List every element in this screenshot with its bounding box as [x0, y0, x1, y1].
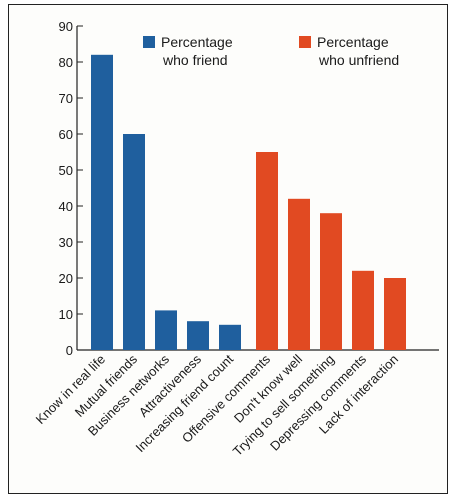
- legend-label: who friend: [162, 52, 228, 68]
- bar: [91, 54, 113, 351]
- y-tick-label: 20: [59, 271, 73, 286]
- bar: [320, 213, 342, 350]
- y-tick-label: 40: [59, 199, 73, 214]
- axes: 0 10 20 30 40 50 60 70 80 90: [59, 19, 439, 358]
- legend-swatch: [299, 36, 311, 48]
- bar: [155, 310, 177, 350]
- chart-frame: 0 10 20 30 40 50 60 70 80 90 Know in real life Mut…: [8, 4, 448, 494]
- legend-label: Percentage: [161, 34, 233, 50]
- bar: [256, 152, 278, 350]
- y-tick-label: 70: [59, 91, 73, 106]
- y-tick-label: 90: [59, 19, 73, 34]
- bar: [288, 198, 310, 350]
- legend-label: who unfriend: [318, 52, 399, 68]
- legend-label: Percentage: [317, 34, 389, 50]
- legend-swatch: [143, 36, 155, 48]
- bar-chart: 0 10 20 30 40 50 60 70 80 90 Know in real lifeMut…: [33, 19, 439, 459]
- y-tick-label: 10: [59, 307, 73, 322]
- bar: [352, 270, 374, 350]
- legend: Percentage who friend Percentage who unfrie…: [143, 34, 399, 68]
- y-tick-label: 80: [59, 55, 73, 70]
- bar: [123, 134, 145, 350]
- y-tick-label: 50: [59, 163, 73, 178]
- y-tick-label: 0: [66, 343, 73, 358]
- bar: [219, 324, 241, 350]
- y-tick-label: 30: [59, 235, 73, 250]
- bars: [91, 54, 406, 351]
- bar: [187, 321, 209, 350]
- y-tick-label: 60: [59, 127, 73, 142]
- bar: [384, 278, 406, 350]
